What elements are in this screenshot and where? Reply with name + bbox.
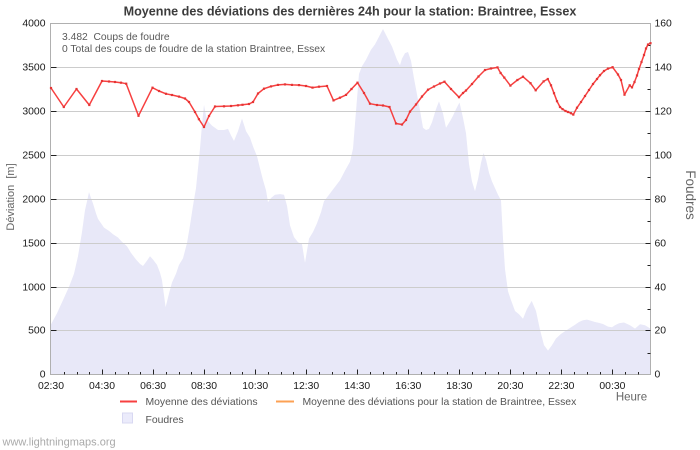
- svg-text:0 Total des coups de foudre de: 0 Total des coups de foudre de la statio…: [62, 44, 326, 55]
- svg-text:Foudres: Foudres: [146, 415, 184, 426]
- svg-text:Moyenne des déviations: Moyenne des déviations: [146, 397, 258, 408]
- svg-text:4000: 4000: [22, 19, 45, 30]
- svg-text:3500: 3500: [22, 63, 45, 74]
- svg-text:06:30: 06:30: [140, 381, 166, 392]
- svg-text:22:30: 22:30: [548, 381, 574, 392]
- svg-text:18:30: 18:30: [446, 381, 472, 392]
- svg-text:100: 100: [655, 151, 673, 162]
- svg-text:3000: 3000: [22, 107, 45, 118]
- svg-text:80: 80: [655, 195, 667, 206]
- svg-text:3.482 Coups de foudre: 3.482 Coups de foudre: [62, 32, 170, 43]
- svg-text:20: 20: [655, 326, 667, 337]
- svg-text:10:30: 10:30: [242, 381, 268, 392]
- svg-text:14:30: 14:30: [344, 381, 370, 392]
- svg-text:20:30: 20:30: [497, 381, 523, 392]
- svg-text:Foudres: Foudres: [683, 170, 698, 220]
- svg-text:16:30: 16:30: [395, 381, 421, 392]
- svg-text:12:30: 12:30: [293, 381, 319, 392]
- svg-text:02:30: 02:30: [38, 381, 64, 392]
- svg-text:2500: 2500: [22, 151, 45, 162]
- svg-text:1500: 1500: [22, 239, 45, 250]
- svg-text:160: 160: [655, 19, 673, 30]
- svg-text:0: 0: [40, 370, 46, 381]
- svg-text:04:30: 04:30: [89, 381, 115, 392]
- svg-text:500: 500: [28, 326, 46, 337]
- svg-text:140: 140: [655, 63, 673, 74]
- svg-text:08:30: 08:30: [191, 381, 217, 392]
- svg-text:0: 0: [655, 370, 661, 381]
- svg-text:www.lightningmaps.org: www.lightningmaps.org: [2, 437, 116, 449]
- svg-text:1000: 1000: [22, 283, 45, 294]
- svg-text:Moyenne des déviations pour la: Moyenne des déviations pour la station d…: [303, 397, 578, 408]
- svg-text:Heure: Heure: [616, 392, 647, 404]
- svg-text:Déviation [m]: Déviation [m]: [5, 163, 17, 230]
- svg-text:00:30: 00:30: [599, 381, 625, 392]
- svg-text:Moyenne des déviations des der: Moyenne des déviations des dernières 24h…: [124, 5, 577, 19]
- svg-text:60: 60: [655, 239, 667, 250]
- svg-text:2000: 2000: [22, 195, 45, 206]
- svg-text:40: 40: [655, 283, 667, 294]
- svg-text:120: 120: [655, 107, 673, 118]
